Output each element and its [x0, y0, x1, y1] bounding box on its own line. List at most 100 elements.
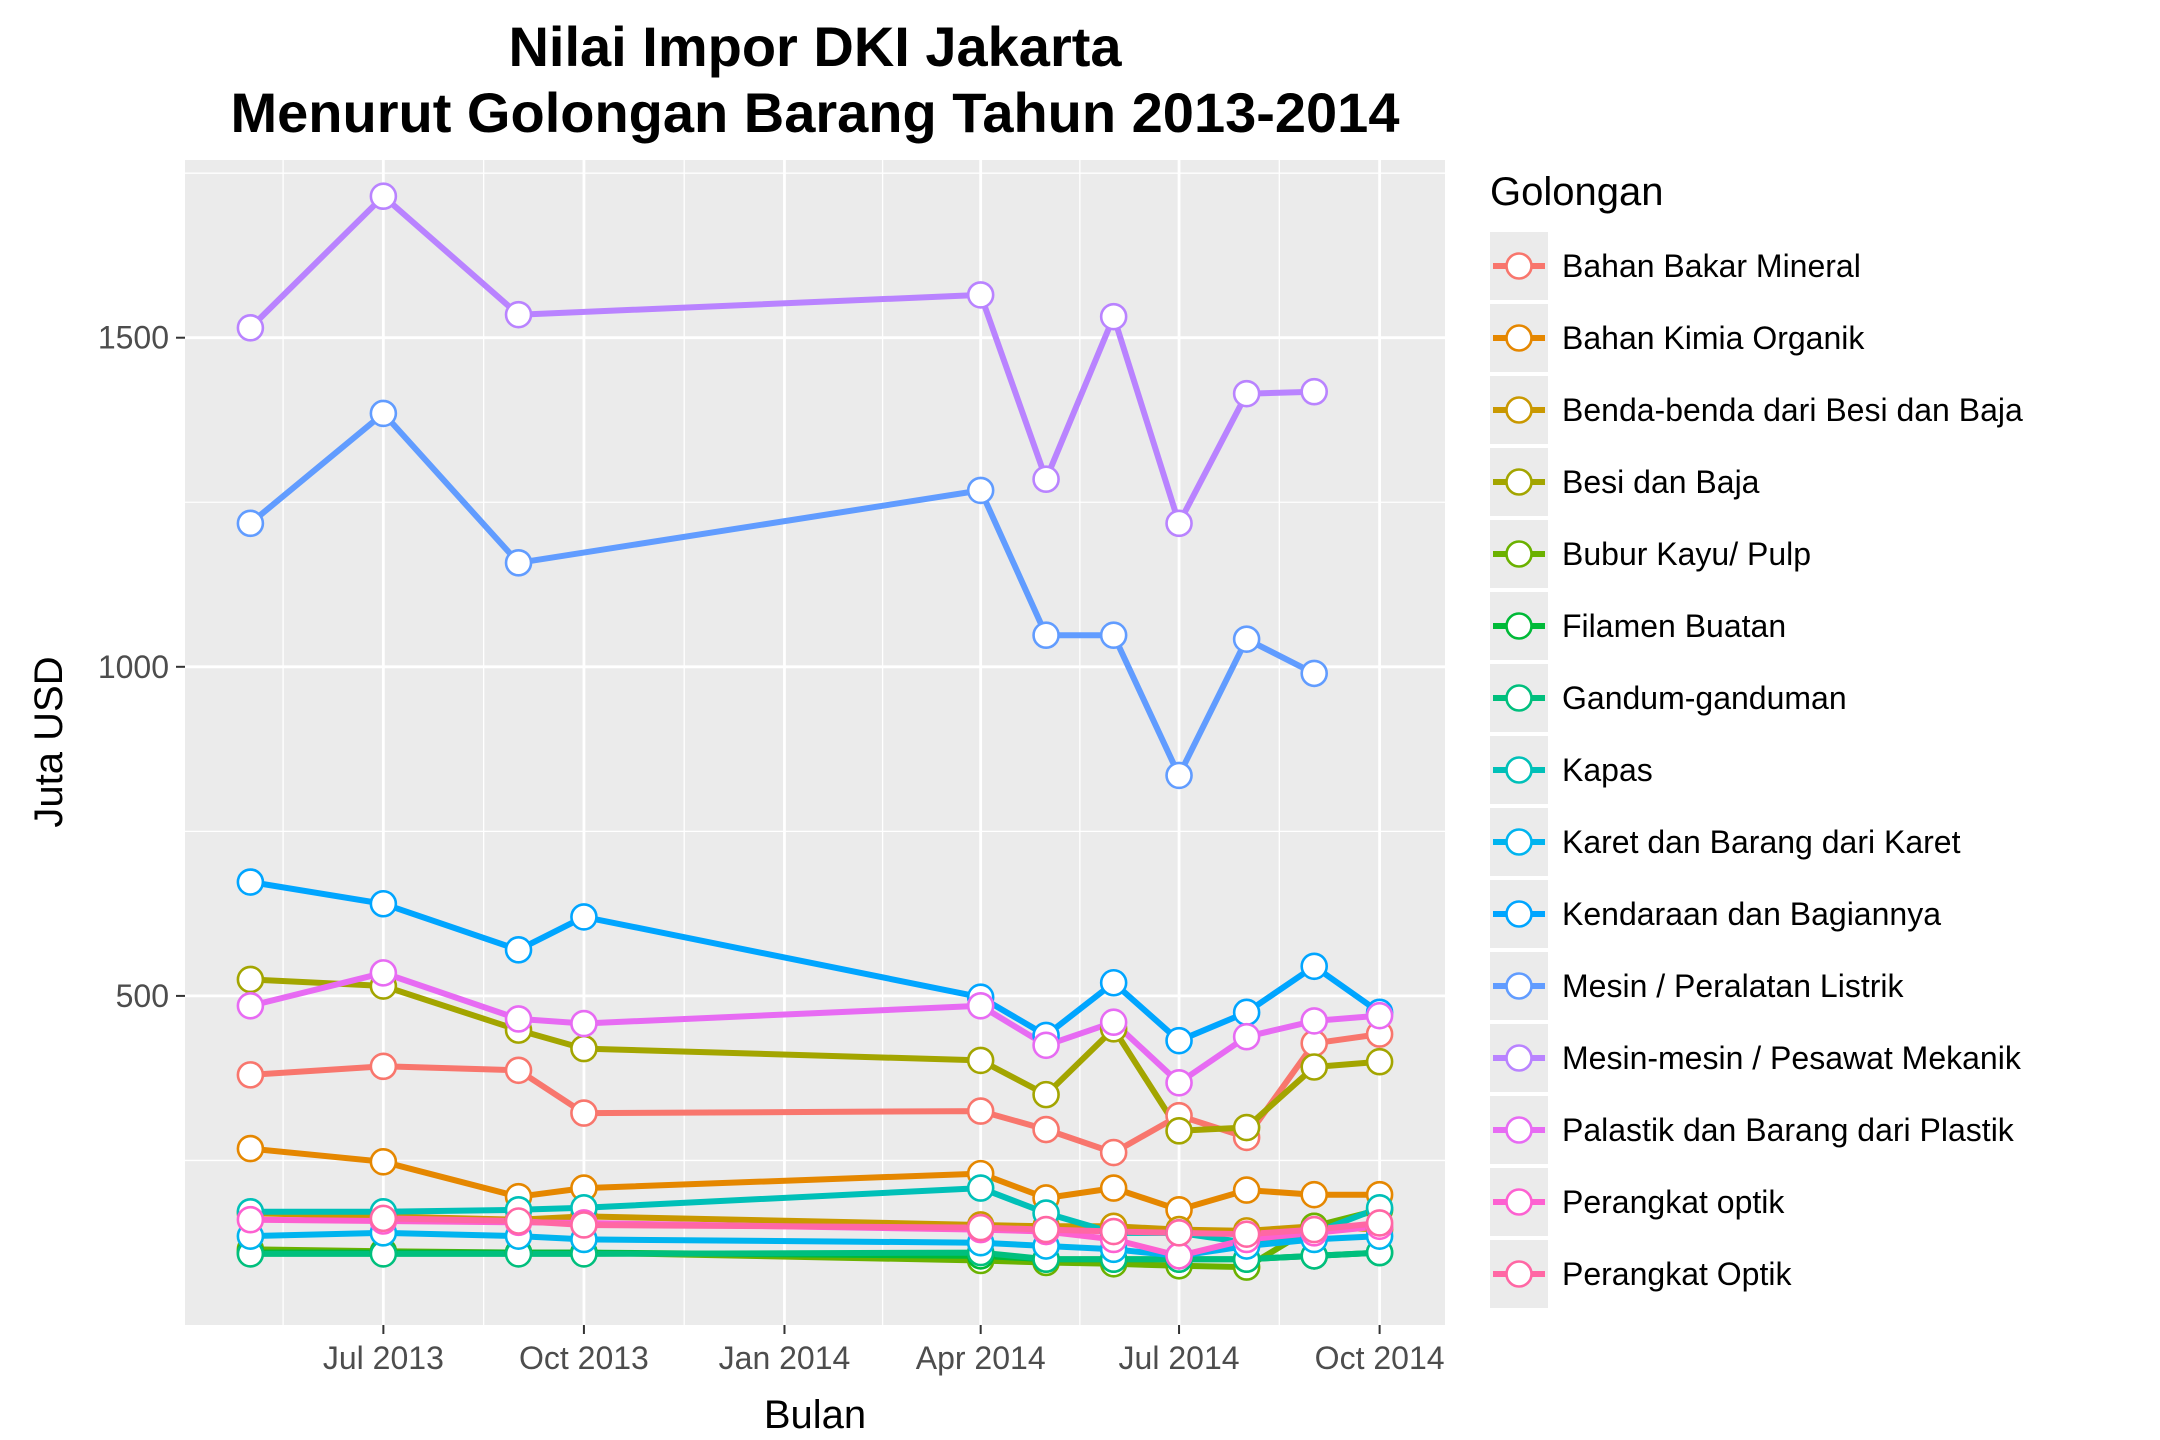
- legend-item: Palastik dan Barang dari Plastik: [1490, 1094, 2150, 1166]
- legend-key: [1490, 448, 1548, 516]
- data-point: [369, 1052, 398, 1081]
- grid-lines: [185, 160, 1445, 1325]
- data-point: [236, 868, 265, 896]
- legend-key: [1490, 304, 1548, 372]
- x-axis-title: Bulan: [764, 1393, 866, 1437]
- data-point: [1165, 761, 1193, 790]
- data-point: [1300, 1215, 1329, 1244]
- data-point: [570, 1034, 598, 1063]
- axes: 500 1000 1500 Jul 2013 Oct 2013 Jan 2014 Apr 2…: [98, 320, 1445, 1376]
- data-point: [966, 281, 995, 309]
- legend-key: [1490, 880, 1548, 948]
- legend-label: Besi dan Baja: [1562, 463, 1760, 500]
- legend-item: Mesin / Peralatan Listrik: [1490, 950, 2150, 1022]
- data-point: [504, 1005, 533, 1033]
- data-point: [1232, 1113, 1261, 1142]
- data-point: [1365, 1047, 1394, 1076]
- data-point: [1099, 1008, 1128, 1037]
- data-point: [1165, 509, 1193, 538]
- legend-label: Benda-benda dari Besi dan Baja: [1562, 391, 2023, 428]
- data-point: [1300, 1053, 1329, 1081]
- data-point: [966, 1174, 995, 1202]
- data-point: [1232, 998, 1261, 1027]
- legend-label: Palastik dan Barang dari Plastik: [1562, 1111, 2014, 1148]
- x-tick-label: Jul 2014: [1119, 1340, 1240, 1376]
- data-point: [1300, 1007, 1329, 1035]
- x-tick-label: Apr 2014: [916, 1340, 1046, 1376]
- data-point: [504, 549, 533, 577]
- data-point: [1165, 1068, 1193, 1097]
- x-tick-label: Jul 2013: [323, 1340, 444, 1376]
- data-point: [1365, 1001, 1394, 1030]
- legend-item: Mesin-mesin / Pesawat Mekanik: [1490, 1022, 2150, 1094]
- legend-label: Perangkat Optik: [1562, 1255, 1792, 1292]
- data-point: [1032, 1080, 1060, 1109]
- y-axis-title: Juta USD: [27, 656, 71, 827]
- data-point: [1165, 1026, 1193, 1055]
- data-point: [236, 991, 265, 1020]
- y-tick-label: 1500: [98, 320, 169, 356]
- data-point: [1232, 1022, 1261, 1051]
- data-point: [570, 903, 598, 931]
- legend-label: Mesin / Peralatan Listrik: [1562, 967, 1904, 1004]
- legend-item: Filamen Buatan: [1490, 590, 2150, 662]
- data-point: [1032, 465, 1060, 494]
- data-point: [1032, 1031, 1060, 1060]
- legend-label: Gandum-ganduman: [1562, 679, 1847, 716]
- chart-title: Nilai Impor DKI Jakarta Menurut Golongan…: [150, 14, 1480, 146]
- data-point: [504, 300, 533, 329]
- data-point: [966, 476, 995, 505]
- data-point: [1099, 1174, 1128, 1202]
- chart-title-line-2: Menurut Golongan Barang Tahun 2013-2014: [230, 81, 1400, 144]
- legend-item: Perangkat optik: [1490, 1166, 2150, 1238]
- legend-label: Kendaraan dan Bagiannya: [1562, 895, 1941, 932]
- legend-label: Filamen Buatan: [1562, 607, 1787, 644]
- data-point: [1099, 1138, 1128, 1167]
- data-point: [1032, 1215, 1060, 1244]
- data-point: [1365, 1209, 1394, 1237]
- data-point: [504, 936, 533, 964]
- legend-key: [1490, 1024, 1548, 1092]
- data-point: [1099, 302, 1128, 331]
- series-points: [236, 182, 1394, 1281]
- legend-item: Perangkat Optik: [1490, 1238, 2150, 1310]
- data-point: [966, 991, 995, 1020]
- data-point: [1165, 1117, 1193, 1145]
- data-point: [966, 1213, 995, 1242]
- data-point: [236, 509, 265, 538]
- legend-key: [1490, 664, 1548, 732]
- legend-item: Bubur Kayu/ Pulp: [1490, 518, 2150, 590]
- y-tick-label: 500: [116, 978, 169, 1014]
- data-point: [236, 1134, 265, 1163]
- x-tick-label: Oct 2014: [1315, 1340, 1445, 1376]
- legend-key: [1490, 376, 1548, 444]
- data-point: [1032, 621, 1060, 650]
- data-point: [1099, 968, 1128, 997]
- data-point: [504, 1207, 533, 1235]
- data-point: [570, 1009, 598, 1038]
- data-point: [236, 1205, 265, 1234]
- legend-key: [1490, 520, 1548, 588]
- legend-items: Bahan Bakar Mineral Bahan Kimia Organik Be…: [1490, 230, 2150, 1310]
- legend-item: Bahan Bakar Mineral: [1490, 230, 2150, 302]
- data-point: [369, 182, 398, 211]
- legend-item: Bahan Kimia Organik: [1490, 302, 2150, 374]
- plot-panel: [185, 160, 1445, 1325]
- data-point: [1032, 1115, 1060, 1144]
- y-tick-label: 1000: [98, 649, 169, 685]
- legend-key: [1490, 1168, 1548, 1236]
- chart-title-line-1: Nilai Impor DKI Jakarta: [508, 15, 1122, 78]
- data-point: [1300, 1180, 1329, 1209]
- data-point: [369, 959, 398, 987]
- legend-key: [1490, 736, 1548, 804]
- data-point: [504, 1056, 533, 1085]
- legend-item: Kapas: [1490, 734, 2150, 806]
- data-point: [369, 1204, 398, 1233]
- data-point: [1232, 625, 1261, 653]
- legend-key: [1490, 232, 1548, 300]
- legend: Golongan Bahan Bakar Mineral Bahan Kimia …: [1490, 164, 2150, 1310]
- data-point: [1165, 1219, 1193, 1247]
- data-point: [1165, 1242, 1193, 1270]
- legend-item: Gandum-ganduman: [1490, 662, 2150, 734]
- legend-label: Bahan Kimia Organik: [1562, 319, 1865, 356]
